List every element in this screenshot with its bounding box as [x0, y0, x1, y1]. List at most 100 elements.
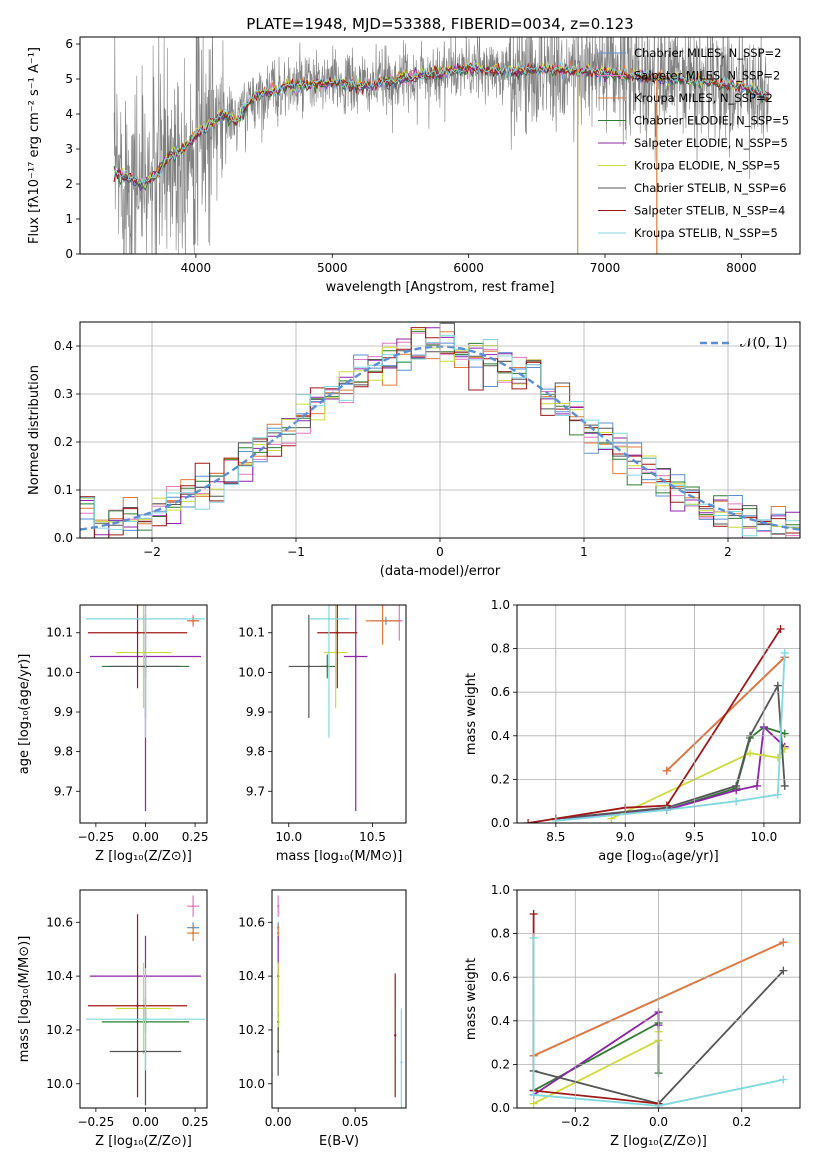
- chart-mass-vs-ebv: 0.00 0.05 10.0 10.2 10.4 10.6 E(B-V): [238, 889, 407, 1149]
- y-tick-label: 10.0: [238, 665, 265, 679]
- legend-label: Chabrier STELIB, N_SSP=6: [634, 181, 786, 195]
- series-line-salpeter_elodie: [533, 1010, 660, 1096]
- y-tick-label: 9.8: [246, 745, 265, 759]
- point-chabrier_stelib: [276, 1050, 280, 1053]
- x-tick-label: 8000: [726, 261, 757, 275]
- y-tick-label: 0.4: [491, 729, 510, 743]
- series-marker-kroupa_stelib: [529, 933, 538, 942]
- y-tick-label: 0.6: [491, 685, 510, 699]
- y-tick-label: 1.0: [491, 883, 510, 897]
- x-tick-label: 9.0: [616, 830, 635, 844]
- plot-area-mass-vs-z: [85, 895, 206, 1106]
- point-salpeter_miles: [191, 904, 195, 908]
- series-marker-kroupa_miles: [662, 766, 671, 775]
- point-kroupa_elodie: [276, 1007, 280, 1010]
- axes-frame: [516, 889, 801, 1109]
- point-salpeter_elodie: [354, 655, 357, 658]
- y-tick-label: 1: [65, 212, 73, 226]
- y-tick-label: 10.6: [238, 915, 265, 929]
- series-marker-salpeter_stelib: [776, 624, 785, 633]
- legend-label: 𝒩(0, 1): [740, 336, 787, 351]
- data-spectrum-line: [113, 37, 769, 254]
- y-tick-label: 9.7: [246, 784, 265, 798]
- y-tick-label: 2: [65, 177, 73, 191]
- x-tick-label: 0.00: [265, 1115, 292, 1129]
- legend-label: Salpeter MILES, N_SSP=2: [634, 69, 780, 83]
- x-tick-label: −0.25: [77, 1115, 114, 1129]
- axes-frame: [79, 36, 801, 255]
- y-tick-label: 0.8: [491, 927, 510, 941]
- x-tick-label: 2: [724, 545, 732, 559]
- y-tick-label: 6: [65, 37, 73, 51]
- series-marker-kroupa_stelib: [773, 790, 782, 799]
- series-marker-chabrier_stelib: [773, 681, 782, 690]
- point-kroupa_miles: [381, 619, 384, 623]
- y-tick-label: 9.8: [54, 745, 73, 759]
- y-tick-label: 0.0: [491, 816, 510, 830]
- chart-spectrum: 4000 5000 6000 7000 8000 0 1 2 3 4 5 6 wavelength [A…: [27, 36, 801, 295]
- x-axis-label: (data-model)/error: [380, 564, 501, 579]
- point-kroupa_stelib: [144, 617, 147, 621]
- y-tick-label: 10.4: [238, 969, 265, 983]
- y-tick-label: 10.1: [238, 626, 265, 640]
- y-tick-label: 0.8: [491, 642, 510, 656]
- chart-mass-vs-z: −0.25 0.00 0.25 10.0 10.2 10.4 10.6 Z [log₁₀(Z/…: [17, 889, 208, 1149]
- axes-frame: [79, 604, 208, 824]
- x-axis-label: wavelength [Angstrom, rest frame]: [326, 280, 555, 295]
- y-tick-label: 10.0: [46, 1077, 73, 1091]
- x-axis-label: mass [log₁₀(M/M⊙)]: [276, 849, 403, 864]
- series-marker-kroupa_stelib: [780, 648, 789, 657]
- plot-area-mass-vs-ebv: [276, 895, 403, 1108]
- series-line-kroupa_elodie: [610, 748, 786, 820]
- model-line-kroupa_stelib: [113, 61, 769, 187]
- y-tick-label: 10.2: [238, 1023, 265, 1037]
- series-marker-salpeter_elodie: [752, 781, 761, 790]
- series-marker-kroupa_elodie: [746, 749, 755, 758]
- point-salpeter_stelib: [336, 631, 339, 634]
- y-tick-label: 0.4: [54, 339, 73, 353]
- axes-frame: [79, 889, 208, 1109]
- x-axis-label: Z [log₁₀(Z/Z⊙)]: [95, 849, 192, 864]
- x-tick-label: 1: [580, 545, 588, 559]
- point-kroupa_elodie: [334, 651, 337, 654]
- plot-area-spectrum: [113, 37, 770, 254]
- plot-area-age-vs-z: [85, 605, 206, 812]
- series-marker-salpeter_stelib: [529, 909, 538, 918]
- point-salpeter_stelib: [136, 631, 139, 634]
- series-marker-chabrier_stelib: [732, 781, 741, 790]
- y-axis-label: Flux [fλ10⁻¹⁷ erg cm⁻² s⁻¹ A⁻¹]: [27, 47, 42, 244]
- y-tick-label: 0: [65, 247, 73, 261]
- y-tick-label: 5: [65, 72, 73, 86]
- point-kroupa_elodie: [142, 651, 145, 654]
- series-marker-salpeter_stelib: [524, 819, 533, 823]
- y-tick-label: 9.9: [246, 705, 265, 719]
- y-tick-label: 10.2: [46, 1023, 73, 1037]
- axes-frame: [271, 889, 407, 1109]
- y-tick-label: 0.2: [54, 435, 73, 449]
- plot-area-weight-vs-age: [524, 624, 789, 823]
- point-salpeter_stelib: [136, 1004, 139, 1007]
- series-line-chabrier_stelib: [555, 682, 786, 820]
- y-tick-label: 0.6: [491, 970, 510, 984]
- x-tick-label: −1: [287, 545, 305, 559]
- x-tick-label: 0: [436, 545, 444, 559]
- y-axis-label: age [log₁₀(age/yr)]: [17, 654, 32, 775]
- y-tick-label: 0.4: [491, 1014, 510, 1028]
- y-axis-label: Normed distribution: [27, 365, 42, 495]
- y-axis-label: mass weight: [464, 958, 479, 1040]
- y-tick-label: 3: [65, 142, 73, 156]
- series-marker-kroupa_stelib: [529, 1090, 538, 1099]
- series-marker-kroupa_stelib: [732, 797, 741, 806]
- y-tick-label: 9.9: [54, 705, 73, 719]
- charts-layer: 4000 5000 6000 7000 8000 0 1 2 3 4 5 6 wavelength [A…: [17, 36, 801, 1149]
- y-tick-label: 4: [65, 107, 73, 121]
- x-tick-label: 10.0: [275, 830, 302, 844]
- x-tick-label: −0.2: [561, 1115, 590, 1129]
- axes-frame: [79, 321, 801, 539]
- series-marker-kroupa_elodie: [529, 1099, 538, 1108]
- x-axis-label: E(B-V): [319, 1134, 359, 1149]
- point-kroupa_elodie: [142, 1007, 145, 1010]
- legend-label: Chabrier MILES, N_SSP=2: [634, 46, 781, 60]
- x-axis-label: Z [log₁₀(Z/Z⊙)]: [95, 1134, 192, 1149]
